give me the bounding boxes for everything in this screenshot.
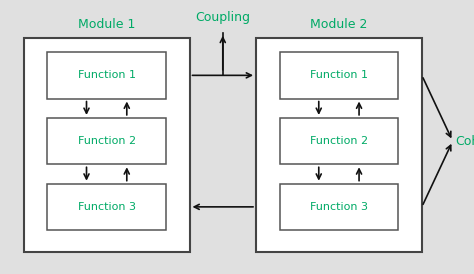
Text: Module 2: Module 2 (310, 18, 368, 31)
Text: Function 1: Function 1 (78, 70, 136, 80)
Text: Cohesion: Cohesion (455, 135, 474, 148)
FancyBboxPatch shape (47, 184, 166, 230)
Text: Function 2: Function 2 (310, 136, 368, 146)
FancyBboxPatch shape (47, 118, 166, 164)
Text: Module 1: Module 1 (78, 18, 136, 31)
Text: Function 3: Function 3 (310, 202, 368, 212)
FancyBboxPatch shape (256, 38, 422, 252)
Text: Function 2: Function 2 (78, 136, 136, 146)
Text: Function 1: Function 1 (310, 70, 368, 80)
FancyBboxPatch shape (280, 52, 398, 99)
FancyBboxPatch shape (24, 38, 190, 252)
FancyBboxPatch shape (47, 52, 166, 99)
FancyBboxPatch shape (280, 118, 398, 164)
FancyBboxPatch shape (280, 184, 398, 230)
Text: Coupling: Coupling (195, 11, 250, 24)
Text: Function 3: Function 3 (78, 202, 136, 212)
